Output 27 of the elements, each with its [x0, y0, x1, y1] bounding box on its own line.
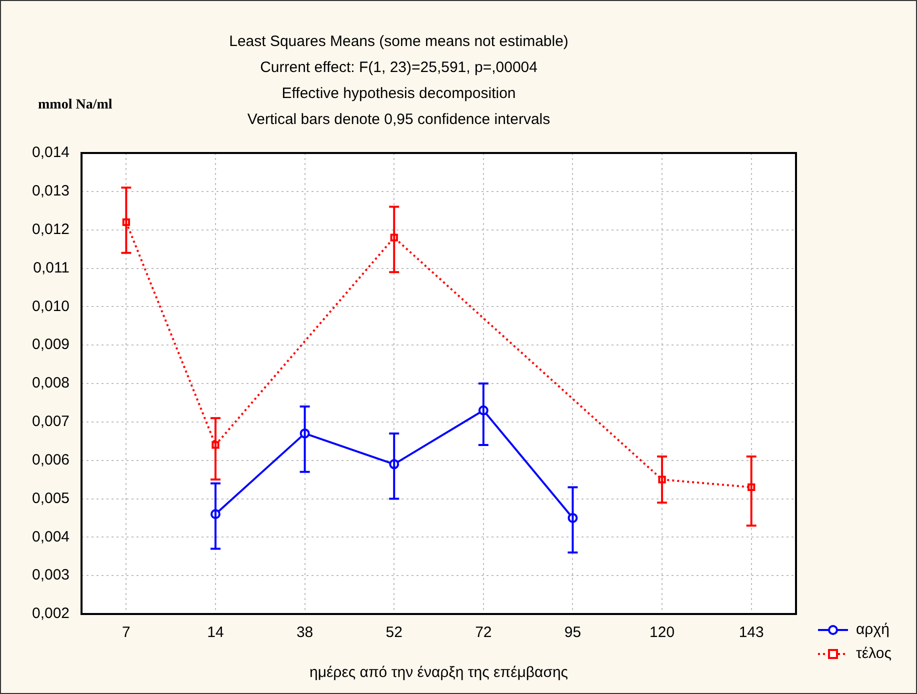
legend-label: τέλος	[856, 645, 892, 662]
x-tick-label: 52	[386, 624, 402, 642]
chart-subtitle: Current effect: F(1, 23)=25,591, p=,00004 Effective hypothesis decomposition Vertical bars denote 0,95 confidence intervals	[247, 59, 550, 128]
y-tick-label: 0,008	[32, 374, 70, 392]
x-tick-label: 95	[564, 624, 582, 642]
y-tick-label: 0,012	[32, 220, 70, 238]
legend-label: αρχή	[856, 621, 890, 638]
y-tick-label: 0,006	[32, 451, 70, 468]
y-tick-label: 0,009	[32, 336, 70, 354]
x-tick-label: 120	[650, 624, 675, 642]
y-tick-label: 0,004	[32, 528, 70, 546]
y-tick-label: 0,007	[32, 413, 70, 430]
y-tick-label: 0,014	[32, 144, 70, 162]
x-tick-label: 14	[207, 624, 224, 642]
chart-title: Least Squares Means (some means not estimable)	[229, 33, 568, 50]
x-tick-label: 72	[475, 624, 492, 642]
y-tick-label: 0,011	[33, 259, 70, 276]
y-tick-label: 0,005	[32, 490, 70, 507]
y-axis-title: mmol Na/ml	[38, 98, 112, 113]
y-tick-label: 0,013	[32, 182, 70, 200]
x-tick-label: 143	[738, 624, 764, 642]
x-tick-label: 38	[296, 624, 314, 642]
y-tick-label: 0,010	[32, 298, 70, 315]
x-tick-label: 7	[122, 624, 130, 642]
x-axis-title: ημέρες από την έναρξη της επέμβασης	[310, 664, 568, 682]
y-tick-label: 0,003	[32, 566, 70, 584]
y-tick-label: 0,002	[32, 605, 70, 622]
